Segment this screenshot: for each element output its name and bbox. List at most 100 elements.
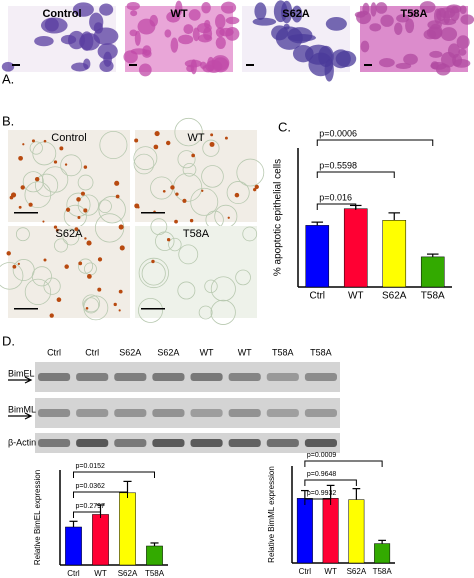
band (114, 409, 147, 417)
tissue (164, 29, 172, 38)
image-label: T58A (401, 8, 428, 20)
image-label: WT (170, 8, 187, 20)
scale-bar (129, 64, 137, 66)
bar (65, 526, 82, 566)
stain (64, 264, 69, 269)
tissue (440, 27, 458, 41)
tissue (429, 50, 443, 58)
cell (54, 238, 69, 253)
cell (138, 257, 169, 289)
tissue (188, 9, 201, 21)
p-value: p=0.5598 (319, 160, 357, 170)
p-value: p=0.0152 (76, 463, 105, 470)
band (38, 373, 71, 381)
stain (165, 140, 171, 146)
bar (374, 543, 391, 564)
image-label: WT (187, 132, 204, 144)
stain (227, 216, 230, 219)
stain (162, 189, 166, 193)
bar (343, 208, 368, 288)
tissue (126, 1, 140, 11)
stain (12, 264, 17, 269)
cell (150, 218, 168, 236)
stain (166, 238, 171, 242)
bracket (73, 471, 155, 478)
stain (20, 185, 25, 190)
stain (6, 251, 11, 256)
x-tick-label: S62A (347, 567, 367, 576)
band (152, 439, 185, 447)
tissue (375, 2, 388, 14)
band (152, 373, 185, 381)
cell (99, 130, 128, 160)
band (152, 409, 185, 417)
stain (224, 136, 228, 140)
tissue (458, 48, 467, 56)
stain (43, 139, 47, 143)
panel-label: A. (2, 71, 14, 86)
stain (31, 139, 35, 143)
band (38, 439, 71, 447)
stain (49, 313, 54, 318)
x-tick-label: WT (94, 569, 107, 578)
cell (133, 153, 155, 175)
cell (177, 150, 196, 169)
tissue (423, 29, 437, 40)
stain (28, 202, 33, 207)
x-tick-label: T58A (421, 291, 445, 302)
tissue (215, 14, 226, 29)
stain (22, 143, 25, 146)
band (38, 409, 71, 417)
tissue (304, 44, 333, 65)
p-value: p=0.9648 (307, 471, 336, 478)
image-label: S62A (56, 228, 84, 240)
cell (24, 278, 52, 306)
tissue (170, 37, 179, 53)
tissue (138, 63, 152, 77)
stain (153, 144, 159, 150)
image-label: S62A (282, 8, 310, 20)
stain (210, 133, 214, 137)
stain (97, 257, 103, 262)
cell (178, 244, 199, 265)
tissue (215, 36, 226, 49)
bracket (73, 491, 128, 498)
lane-label: Ctrl (47, 347, 61, 357)
stain (18, 155, 23, 161)
p-value: p=0.0006 (319, 128, 357, 138)
bar (420, 256, 445, 288)
bar (382, 220, 407, 288)
stain (83, 165, 88, 169)
band (114, 439, 147, 447)
stain (118, 289, 123, 294)
cell (236, 158, 265, 187)
band-label: β-Actin (8, 437, 36, 447)
lane-label: WT (238, 347, 252, 357)
band (228, 373, 261, 381)
cell (201, 165, 224, 188)
stain (191, 153, 195, 158)
tissue (410, 10, 417, 18)
cell (98, 199, 112, 214)
x-tick-label: Ctrl (299, 567, 312, 576)
scale-bar (14, 212, 38, 214)
tissue (254, 2, 267, 20)
tissue (405, 18, 415, 34)
tissue (44, 17, 59, 32)
cell (24, 181, 52, 209)
stain (114, 180, 120, 186)
cell (202, 139, 220, 157)
cell (174, 117, 203, 147)
band (76, 409, 109, 417)
stain (80, 191, 86, 196)
bar (348, 499, 365, 564)
cell (98, 195, 126, 224)
tissue (443, 10, 451, 24)
bracket (304, 498, 332, 505)
tissue (34, 35, 54, 47)
tissue (356, 10, 372, 25)
p-value: p=0.2797 (76, 503, 105, 510)
scale-bar (12, 64, 20, 66)
stain (182, 198, 187, 203)
tissue (395, 62, 412, 69)
